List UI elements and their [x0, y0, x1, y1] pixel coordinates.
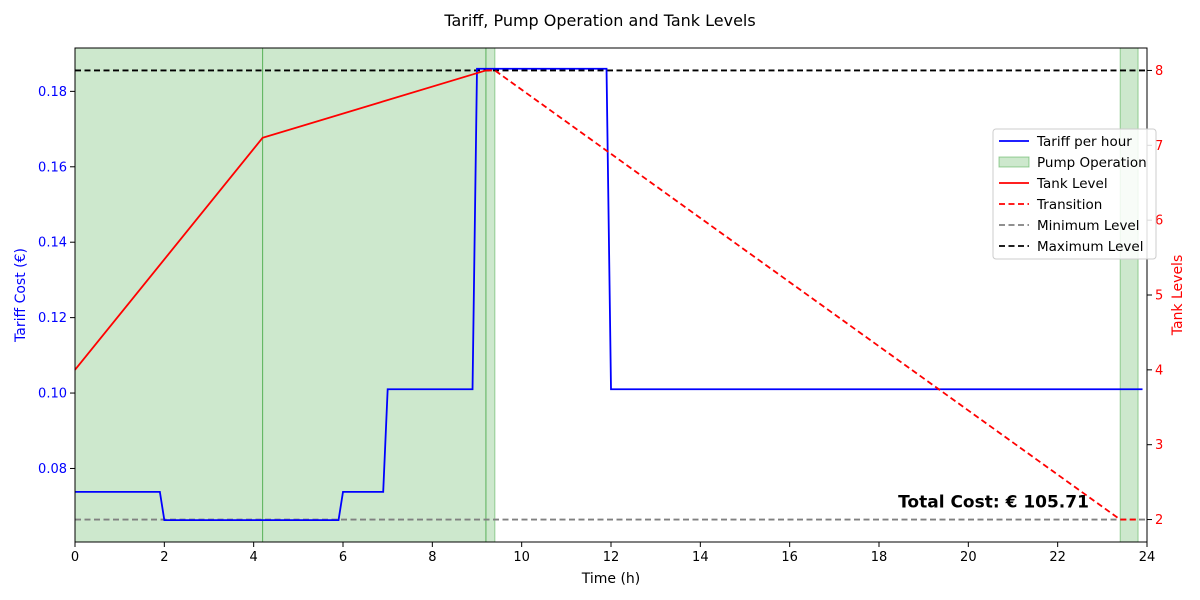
series-lines	[74, 67, 1147, 522]
legend: Tariff per hour Pump Operation Tank Level T…	[992, 128, 1157, 260]
pump-operation-band	[1119, 47, 1139, 543]
x-tick-label: 14	[692, 550, 709, 565]
x-tick-label: 6	[339, 550, 347, 565]
left-y-axis-label: Tariff Cost (€)	[13, 248, 29, 343]
right-y-tick-label: 6	[1155, 214, 1163, 229]
right-y-tick-label: 8	[1155, 64, 1163, 79]
pump-operation-band	[262, 47, 487, 543]
x-axis-label: Time (h)	[581, 571, 641, 587]
legend-label-tank-level: Tank Level	[1036, 176, 1108, 192]
legend-frame	[992, 128, 1157, 260]
tank-level-line	[74, 69, 487, 371]
x-tick-label: 4	[250, 550, 258, 565]
right-y-axis-label: Tank Levels	[1170, 255, 1186, 337]
legend-label-minimum-level: Minimum Level	[1037, 218, 1140, 234]
x-tick-label: 16	[781, 550, 798, 565]
x-tick-label: 12	[603, 550, 620, 565]
left-y-tick-label: 0.16	[38, 160, 67, 175]
x-tick-label: 22	[1049, 550, 1066, 565]
legend-label-pump-operation: Pump Operation	[1037, 155, 1147, 171]
right-y-tick-label: 5	[1155, 289, 1163, 304]
legend-label-transition: Transition	[1036, 197, 1102, 213]
pump-operation-band	[485, 47, 496, 543]
legend-label-tariff-per-hour: Tariff per hour	[1036, 134, 1132, 150]
pump-operation-band	[74, 47, 264, 543]
x-tick-label: 2	[160, 550, 168, 565]
right-y-tick-label: 2	[1155, 513, 1163, 528]
total-cost-annotation: Total Cost: € 105.71	[898, 493, 1089, 513]
x-tick-label: 20	[960, 550, 977, 565]
left-y-axis-ticks: 0.08 0.10 0.12 0.14 0.16 0.18	[38, 85, 75, 477]
right-y-tick-label: 4	[1155, 363, 1163, 378]
left-y-tick-label: 0.14	[38, 236, 67, 251]
x-tick-label: 10	[513, 550, 530, 565]
legend-swatch-pump-operation	[998, 156, 1030, 168]
left-y-tick-label: 0.10	[38, 387, 67, 402]
x-tick-label: 18	[871, 550, 888, 565]
annotations: Total Cost: € 105.71	[898, 493, 1089, 513]
right-y-tick-label: 3	[1155, 438, 1163, 453]
left-y-tick-label: 0.18	[38, 85, 67, 100]
transition-line	[485, 69, 1139, 521]
legend-label-maximum-level: Maximum Level	[1037, 239, 1143, 255]
left-y-tick-label: 0.12	[38, 311, 67, 326]
left-y-tick-label: 0.08	[38, 462, 67, 477]
x-tick-label: 0	[71, 550, 79, 565]
x-axis-ticks: 0 2 4 6 8 10 12 14 16 18 20 22 24	[71, 542, 1155, 565]
x-tick-label: 24	[1139, 550, 1156, 565]
right-y-tick-label: 7	[1155, 139, 1163, 154]
chart-title: Tariff, Pump Operation and Tank Levels	[443, 11, 755, 30]
x-tick-label: 8	[428, 550, 436, 565]
tariff-per-hour-line	[75, 67, 1143, 522]
